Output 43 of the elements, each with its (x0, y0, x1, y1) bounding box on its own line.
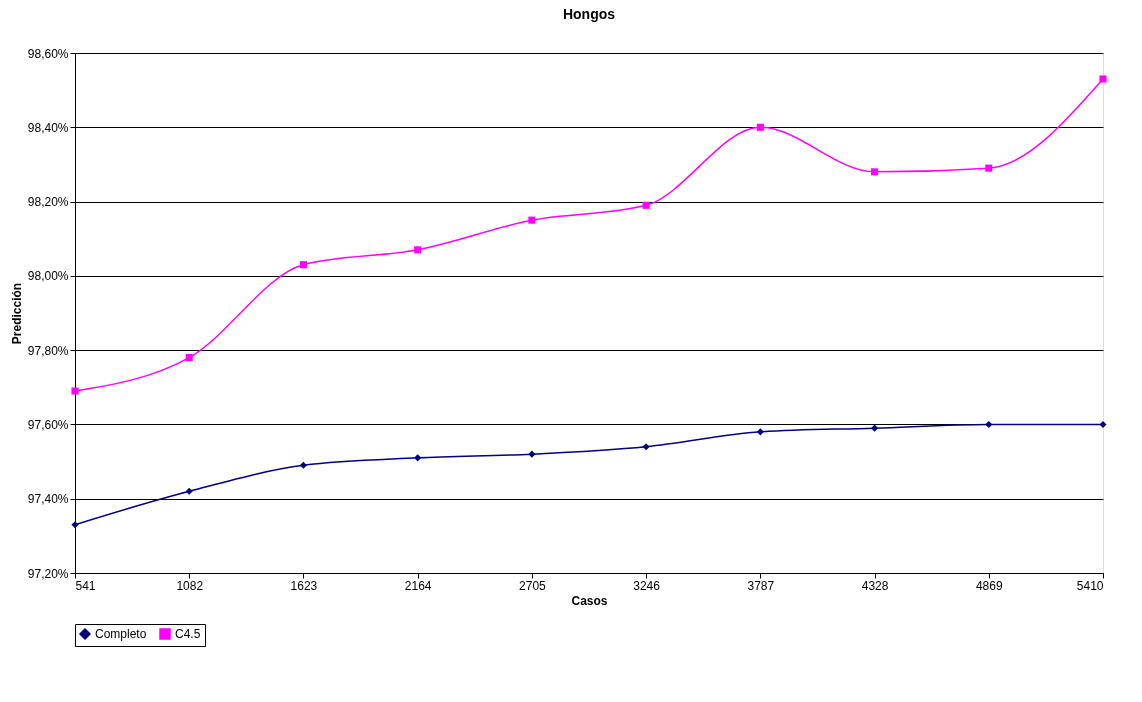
y-tick-label: 98,60% (27, 46, 69, 61)
x-tick-label: 1623 (290, 578, 318, 593)
x-tick-label: 2705 (519, 578, 547, 593)
legend-label: Completo (95, 627, 147, 641)
point (299, 461, 307, 469)
legend-label: C4.5 (175, 627, 201, 641)
point (414, 454, 422, 462)
x-tick-label: 3246 (633, 578, 661, 593)
y-tick-label: 98,00% (27, 269, 69, 284)
y-tick-label: 98,40% (27, 120, 69, 135)
point (528, 450, 536, 458)
point (985, 420, 993, 428)
y-tick-label: 97,40% (27, 492, 69, 507)
y-tick-label: 98,20% (27, 195, 69, 210)
point (985, 164, 993, 172)
chart-title: Hongos (562, 6, 616, 22)
y-axis-title: Predicción (9, 282, 24, 345)
point (642, 201, 650, 209)
point (185, 354, 193, 362)
point (871, 168, 879, 176)
point (299, 261, 307, 269)
point (756, 428, 764, 436)
y-tick-label: 97,20% (27, 566, 69, 581)
x-tick-label: 1082 (176, 578, 204, 593)
point (1099, 420, 1107, 428)
x-tick-label: 4328 (861, 578, 889, 593)
x-tick-label: 541 (75, 578, 96, 593)
y-tick-label: 97,60% (27, 417, 69, 432)
point (871, 424, 879, 432)
point (71, 521, 79, 529)
point (185, 487, 193, 495)
x-tick-label: 2164 (404, 578, 432, 593)
point (1099, 75, 1107, 83)
x-tick-label: 3787 (747, 578, 775, 593)
x-tick-label: 4869 (975, 578, 1003, 593)
point (528, 216, 536, 224)
point (71, 387, 79, 395)
y-tick-label: 97,80% (27, 343, 69, 358)
point (414, 246, 422, 254)
point (642, 443, 650, 451)
x-axis-title: Casos (571, 593, 608, 608)
point (756, 123, 764, 131)
x-tick-label: 5410 (1076, 578, 1104, 593)
